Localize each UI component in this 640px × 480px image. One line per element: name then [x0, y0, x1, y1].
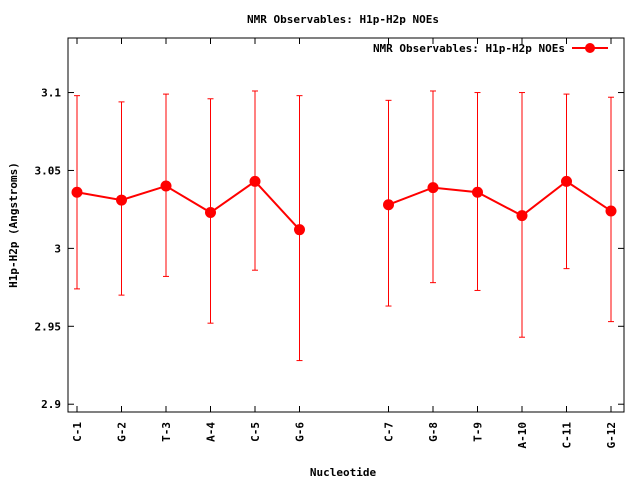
- y-tick-label: 3.1: [41, 87, 61, 100]
- data-point: [472, 186, 483, 198]
- y-tick-label: 3.05: [35, 164, 62, 177]
- x-tick-label: G-2: [116, 422, 129, 442]
- data-point: [71, 186, 83, 198]
- data-point: [116, 194, 127, 206]
- series-layer: [71, 90, 617, 362]
- y-tick-label: 3: [54, 242, 61, 255]
- data-point: [427, 182, 439, 194]
- x-tick-label: G-12: [605, 422, 618, 449]
- x-tick-label: C-1: [71, 422, 84, 442]
- x-tick-label: A-10: [516, 422, 529, 449]
- legend-label: NMR Observables: H1p-H2p NOEs: [373, 42, 565, 55]
- data-point: [205, 207, 216, 219]
- x-tick-label: A-4: [205, 422, 218, 442]
- x-tick-label: T-3: [160, 422, 173, 442]
- y-axis: 2.9 2.95 3 3.05 3.1: [35, 87, 624, 411]
- x-axis: C-1 G-2 T-3 A-4 C-5 G-6 C-7 G-8 T-9 A-10 C-11 G-12: [71, 38, 618, 449]
- x-tick-label: G-6: [294, 422, 307, 442]
- data-point: [516, 210, 528, 222]
- series-line: [388, 180, 612, 217]
- data-point: [294, 224, 305, 236]
- x-tick-label: C-11: [561, 422, 574, 449]
- data-point: [605, 205, 617, 217]
- y-tick-label: 2.95: [35, 320, 62, 333]
- data-point: [160, 180, 172, 192]
- data-point: [383, 199, 394, 211]
- data-point: [249, 175, 261, 187]
- x-tick-label: G-8: [427, 422, 440, 442]
- x-axis-label: Nucleotide: [310, 466, 377, 479]
- plot-frame: [67, 37, 625, 413]
- legend-marker: [585, 43, 595, 53]
- chart-title: NMR Observables: H1p-H2p NOEs: [247, 13, 439, 26]
- y-axis-label: H1p-H2p (Angstroms): [7, 162, 20, 288]
- series-line: [76, 180, 301, 231]
- x-tick-label: C-7: [383, 422, 396, 442]
- data-point: [561, 175, 572, 187]
- y-tick-label: 2.9: [41, 398, 61, 411]
- x-tick-label: C-5: [249, 422, 262, 442]
- x-tick-label: T-9: [472, 422, 485, 442]
